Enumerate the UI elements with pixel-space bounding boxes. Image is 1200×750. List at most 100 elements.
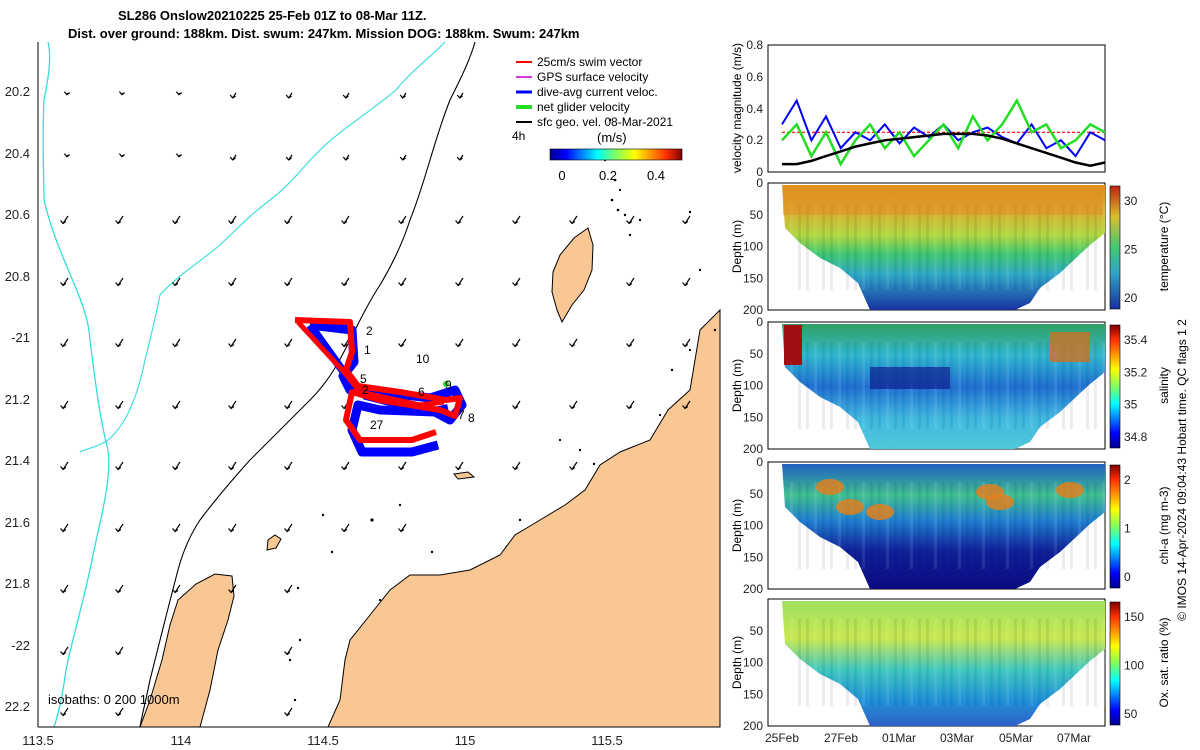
geo-vector-head	[284, 528, 291, 533]
geo-vector-head	[512, 466, 519, 471]
salinity-texture	[814, 342, 817, 429]
velocity-ytick: 0.6	[746, 70, 763, 84]
oxygen-texture	[1054, 619, 1057, 706]
isobath-shallow	[42, 41, 110, 728]
oxygen-texture	[830, 619, 833, 706]
temperature-texture	[814, 203, 817, 290]
geo-vector-head	[284, 405, 291, 410]
section-salinity: 0 50 100 150 200 Depth (m) 35.4 35.2 35 34.8 salin…	[730, 315, 1171, 456]
chla-texture	[1046, 482, 1049, 569]
geo-vector-head	[569, 405, 576, 410]
island-small-b	[266, 534, 282, 551]
temperature-ytick: 150	[743, 271, 763, 285]
temperature-texture	[854, 203, 857, 290]
oxygen-colorbar-tick: 150	[1124, 610, 1144, 624]
salinity-texture	[974, 342, 977, 429]
salinity-texture	[862, 342, 865, 429]
geo-vector-head	[626, 405, 633, 410]
temperature-texture	[974, 203, 977, 290]
oxygen-texture	[966, 619, 969, 706]
oxygen-texture	[1078, 619, 1081, 706]
temperature-texture	[862, 203, 865, 290]
geo-vector-head	[115, 651, 122, 656]
chla-section-fill	[782, 464, 1105, 589]
salinity-texture	[1102, 342, 1105, 429]
geo-vector-head	[682, 220, 689, 225]
velocity-ytick: 0	[756, 165, 763, 179]
geo-vector-head	[398, 466, 405, 471]
oxygen-colorbar-tick: 50	[1124, 707, 1138, 721]
oxygen-texture	[990, 619, 993, 706]
geo-vector-head	[115, 343, 122, 348]
oxygen-texture	[862, 619, 865, 706]
geo-vector-head	[228, 282, 235, 287]
salinity-ytick: 150	[743, 410, 763, 424]
geo-vector-head	[285, 94, 292, 99]
track-label: 27	[370, 418, 384, 432]
legend-label: net glider velocity	[537, 100, 630, 114]
salinity-texture	[966, 342, 969, 429]
salinity-colorbar-tick: 35.2	[1124, 365, 1148, 379]
chla-texture	[910, 482, 913, 569]
chla-texture	[1006, 482, 1009, 569]
geo-vector-head	[172, 405, 179, 410]
map-ytick-label: 21.8	[5, 576, 30, 591]
geo-vector-head	[228, 466, 235, 471]
temperature-texture	[902, 203, 905, 290]
temperature-texture	[950, 203, 953, 290]
temperature-ylabel: Depth (m)	[730, 220, 744, 273]
map-xtick-label: 113.5	[22, 733, 54, 748]
salinity-texture	[1014, 342, 1017, 429]
temperature-texture	[990, 203, 993, 290]
temperature-section-fill	[782, 185, 1105, 310]
temperature-texture	[1014, 203, 1017, 290]
geo-vector-head	[512, 282, 519, 287]
salinity-colorbar-label: salinity	[1157, 367, 1171, 404]
legend-label: sfc geo. vel. 08-Mar-2021	[537, 115, 673, 129]
time-tick-label: 01Mar	[882, 731, 916, 745]
salinity-texture	[790, 342, 793, 429]
oxygen-texture	[942, 619, 945, 706]
geo-vector-head	[60, 651, 67, 656]
chla-colorbar-tick: 0	[1124, 570, 1131, 584]
geo-vector-head	[398, 343, 405, 348]
chla-texture	[1078, 482, 1081, 569]
velocity-y-ticks: 0 0.2 0.4 0.6 0.8	[746, 38, 763, 179]
chla-ytick: 50	[750, 487, 764, 501]
velocity-ytick: 0.2	[746, 133, 763, 147]
velocity-ylabel: velocity magnitude (m/s)	[730, 43, 744, 173]
geo-vector-head	[456, 156, 463, 161]
figure-title-line1: SL286 Onslow20210225 25-Feb 01Z to 08-Ma…	[118, 8, 427, 23]
temperature-texture	[790, 203, 793, 290]
geo-vector-head	[284, 712, 291, 717]
oxygen-texture	[1094, 619, 1097, 706]
chla-texture	[934, 482, 937, 569]
geo-vector-head	[399, 156, 406, 161]
oxygen-texture	[1086, 619, 1089, 706]
geo-vector-head	[284, 466, 291, 471]
chla-maximum-patch	[816, 479, 844, 495]
temperature-texture	[1086, 203, 1089, 290]
oxygen-texture	[926, 619, 929, 706]
geo-vector-head	[626, 282, 633, 287]
salinity-texture	[950, 342, 953, 429]
oxygen-texture	[974, 619, 977, 706]
salinity-texture	[798, 342, 801, 429]
chla-colorbar-tick: 2	[1124, 473, 1131, 487]
colorbar-tick: 0	[558, 168, 565, 183]
chla-texture	[990, 482, 993, 569]
map-xtick-label: 114	[171, 733, 192, 748]
chla-texture	[838, 482, 841, 569]
geo-vector-head	[175, 91, 183, 96]
chla-texture	[870, 482, 873, 569]
geo-vector-head	[569, 343, 576, 348]
velocity-axes	[767, 44, 1106, 173]
salinity-texture	[854, 342, 857, 429]
chla-texture	[798, 482, 801, 569]
oxygen-texture	[1014, 619, 1017, 706]
salinity-texture	[1094, 342, 1097, 429]
map-x-ticks: 113.5 114 114.5 115 115.5	[22, 733, 623, 748]
oxygen-colorbar-label: Ox. sat. ratio (%)	[1157, 617, 1171, 707]
geo-vector-head	[569, 466, 576, 471]
